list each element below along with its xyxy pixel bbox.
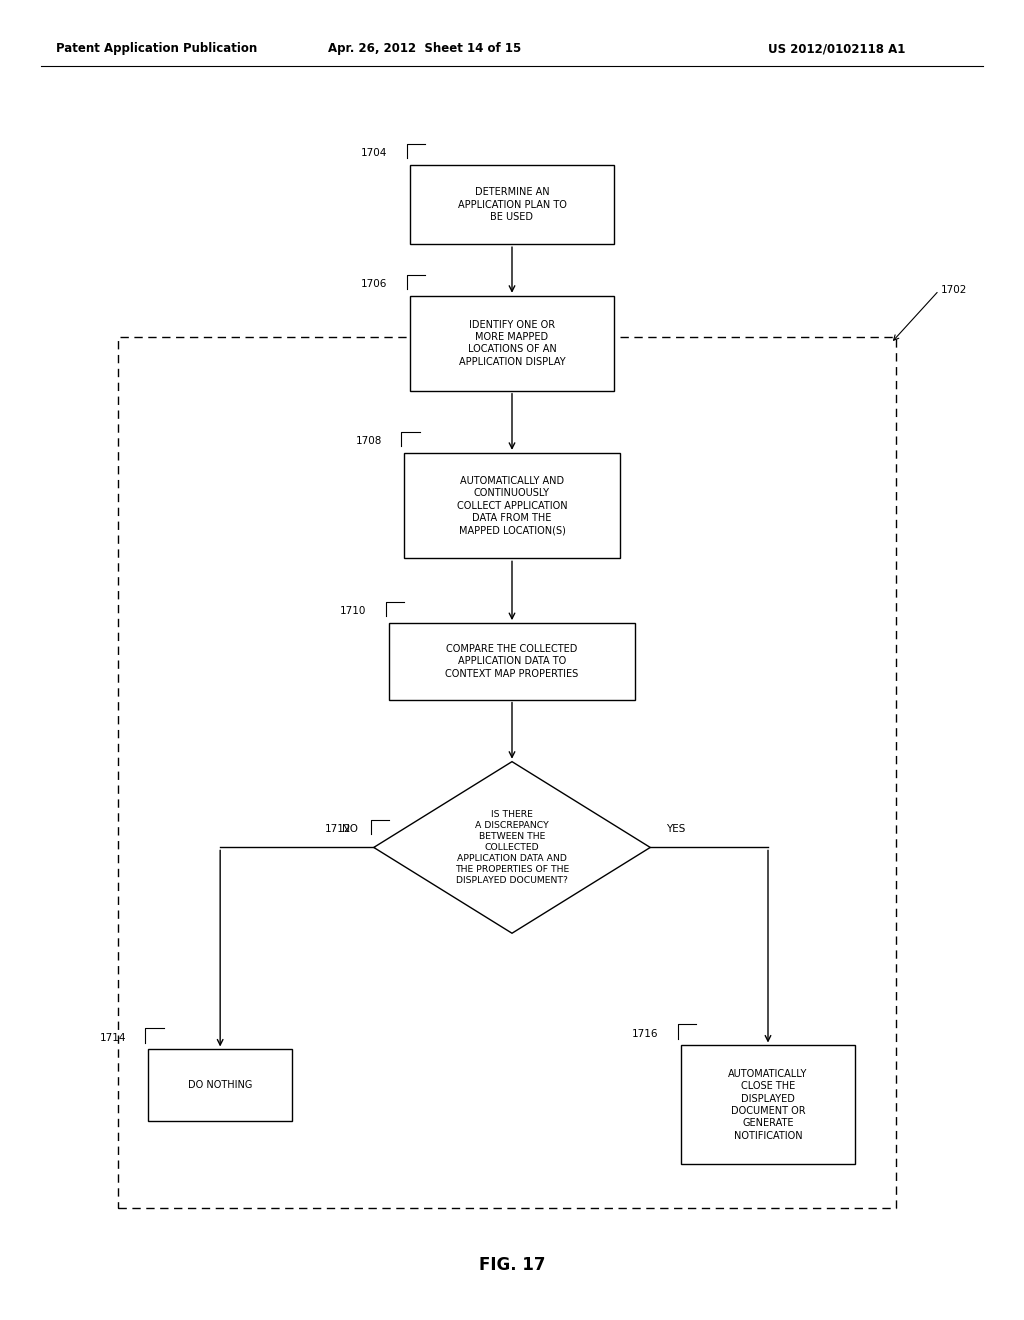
Text: COMPARE THE COLLECTED
APPLICATION DATA TO
CONTEXT MAP PROPERTIES: COMPARE THE COLLECTED APPLICATION DATA T…	[445, 644, 579, 678]
Text: DO NOTHING: DO NOTHING	[188, 1080, 252, 1090]
Text: YES: YES	[666, 824, 685, 834]
Text: Apr. 26, 2012  Sheet 14 of 15: Apr. 26, 2012 Sheet 14 of 15	[329, 42, 521, 55]
Text: 1708: 1708	[355, 436, 382, 446]
Bar	[410, 165, 614, 244]
Text: IS THERE
A DISCREPANCY
BETWEEN THE
COLLECTED
APPLICATION DATA AND
THE PROPERTIES: IS THERE A DISCREPANCY BETWEEN THE COLLE…	[455, 809, 569, 886]
Text: 1704: 1704	[360, 148, 387, 158]
Bar	[389, 623, 635, 700]
Text: US 2012/0102118 A1: US 2012/0102118 A1	[768, 42, 905, 55]
Text: 1712: 1712	[325, 824, 351, 834]
Text: 1714: 1714	[99, 1032, 126, 1043]
Bar	[404, 453, 620, 558]
Text: AUTOMATICALLY
CLOSE THE
DISPLAYED
DOCUMENT OR
GENERATE
NOTIFICATION: AUTOMATICALLY CLOSE THE DISPLAYED DOCUME…	[728, 1069, 808, 1140]
Text: NO: NO	[342, 824, 358, 834]
Text: 1710: 1710	[340, 606, 367, 616]
Text: 1706: 1706	[360, 279, 387, 289]
Bar	[410, 296, 614, 391]
Text: 1702: 1702	[941, 285, 968, 296]
Bar	[118, 337, 896, 1208]
Bar	[148, 1049, 292, 1121]
Text: Patent Application Publication: Patent Application Publication	[56, 42, 258, 55]
Text: IDENTIFY ONE OR
MORE MAPPED
LOCATIONS OF AN
APPLICATION DISPLAY: IDENTIFY ONE OR MORE MAPPED LOCATIONS OF…	[459, 319, 565, 367]
Bar	[681, 1045, 855, 1164]
Polygon shape	[374, 762, 650, 933]
Text: AUTOMATICALLY AND
CONTINUOUSLY
COLLECT APPLICATION
DATA FROM THE
MAPPED LOCATION: AUTOMATICALLY AND CONTINUOUSLY COLLECT A…	[457, 475, 567, 536]
Text: DETERMINE AN
APPLICATION PLAN TO
BE USED: DETERMINE AN APPLICATION PLAN TO BE USED	[458, 187, 566, 222]
Text: FIG. 17: FIG. 17	[479, 1255, 545, 1274]
Text: 1716: 1716	[632, 1028, 658, 1039]
